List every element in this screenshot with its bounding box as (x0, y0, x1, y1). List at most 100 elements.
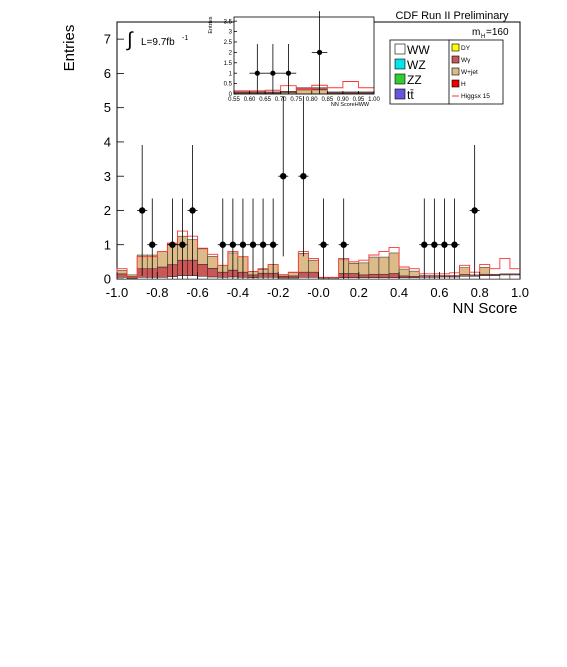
legend-entry: Higgsx 15 (452, 93, 490, 100)
main-x-ticks: -1.0 -0.8 -0.6 -0.4 -0.2 -0.0 0.2 0.4 0.6 0.8 1.0 (106, 272, 529, 300)
y-tick-label: 5 (104, 100, 111, 115)
data-marker (249, 241, 257, 248)
x-axis-label: NN Score (452, 300, 517, 317)
bar-w- (378, 273, 390, 278)
data-marker (179, 241, 186, 248)
data-point (217, 198, 228, 279)
bar-w- (499, 273, 511, 276)
bar-w-jet (459, 267, 470, 275)
bar-w- (288, 275, 299, 279)
bar-w- (358, 274, 370, 278)
data-marker (254, 70, 260, 76)
y-axis-label: Entries (61, 25, 78, 72)
x-tick-label: 0.6 (430, 285, 448, 300)
bar-w-jet (308, 259, 319, 273)
bar-ww (509, 274, 521, 280)
bar-w-jet (157, 251, 168, 268)
data-point (311, 11, 328, 94)
x-tick-label: 0.65 (259, 97, 271, 103)
x-tick-label: -0.6 (186, 285, 208, 300)
data-point (137, 145, 148, 276)
legend-label: WZ (407, 58, 426, 72)
legend-label: WW (407, 43, 430, 57)
main-data-points (137, 96, 480, 279)
inset-y-axis-label: Entries (208, 16, 214, 33)
x-tick-label: 0.70 (275, 97, 287, 103)
bar-w- (327, 91, 344, 94)
data-point (278, 96, 289, 257)
data-marker (471, 207, 478, 214)
bar-w- (342, 91, 359, 94)
legend-swatch (394, 73, 406, 85)
y-tick-label: 2 (229, 50, 233, 56)
data-marker (239, 241, 247, 248)
bar-ww (187, 275, 198, 280)
y-tick-label: 0 (229, 92, 233, 98)
bar-w- (308, 271, 319, 278)
bar-w-jet (126, 274, 138, 277)
data-point (247, 198, 259, 279)
y-tick-label: 7 (104, 32, 111, 47)
mass-value: =160 (486, 27, 509, 38)
main-y-ticks: 0 1 2 3 4 5 6 7 (104, 32, 124, 287)
data-marker (219, 241, 226, 248)
legend-label: tt̄ (407, 88, 414, 102)
legend-entry: ZZ (394, 73, 422, 87)
bar-w-jet (207, 256, 218, 269)
legend-entry: Wγ (451, 55, 471, 64)
bar-w-jet (388, 252, 400, 274)
data-point (429, 198, 440, 279)
bar-w- (298, 271, 309, 278)
data-point (449, 198, 460, 279)
x-tick-label: -0.8 (146, 285, 168, 300)
data-point (419, 198, 430, 279)
signal-line-higgs (233, 81, 374, 94)
legend-swatch (451, 55, 460, 64)
legend-swatch (394, 43, 406, 55)
data-point (147, 198, 158, 279)
chart-title: CDF Run II Preliminary (395, 10, 509, 22)
inset-x-axis-label: NN ScoreHWW (331, 102, 370, 108)
bar-ww (499, 274, 511, 280)
data-marker (431, 241, 438, 248)
bar-w-jet (378, 256, 390, 275)
data-marker (149, 241, 156, 248)
data-point (318, 198, 329, 279)
bar-w- (157, 266, 168, 278)
legend-entry: WZ (394, 58, 426, 72)
bar-w- (207, 268, 218, 278)
inset-x-ticks: 0.55 0.60 0.65 0.70 0.75 0.80 0.85 0.90 0.95 1.00 (228, 91, 380, 103)
data-point (280, 44, 297, 94)
bar-w-jet (288, 272, 299, 277)
data-point (249, 44, 266, 94)
data-marker (189, 207, 196, 214)
bar-ww (197, 276, 208, 280)
y-tick-label: 2.5 (224, 40, 233, 46)
y-tick-label: 6 (104, 66, 111, 81)
data-marker (270, 70, 276, 76)
legend-swatch (451, 43, 460, 52)
bar-ww (157, 277, 168, 280)
bar-w-jet (197, 248, 208, 265)
data-point (439, 198, 450, 279)
data-marker (441, 241, 448, 248)
data-point (227, 198, 238, 279)
bar-w-jet (408, 270, 420, 277)
bar-w-jet (116, 270, 128, 275)
bar-ww (207, 276, 218, 280)
data-marker (229, 241, 237, 248)
legend-entry: H (451, 79, 466, 88)
bar-w-jet (398, 268, 410, 277)
inset-signal-line (233, 81, 374, 94)
inset-data-points (249, 11, 328, 94)
y-tick-label: 1.5 (224, 61, 233, 67)
x-tick-label: -1.0 (106, 285, 128, 300)
inset-background (234, 17, 374, 94)
bar-w-jet (348, 262, 360, 274)
data-marker (340, 241, 347, 248)
data-point (237, 198, 248, 279)
bar-ww (308, 277, 319, 280)
data-point (469, 145, 480, 276)
data-point (177, 198, 188, 279)
